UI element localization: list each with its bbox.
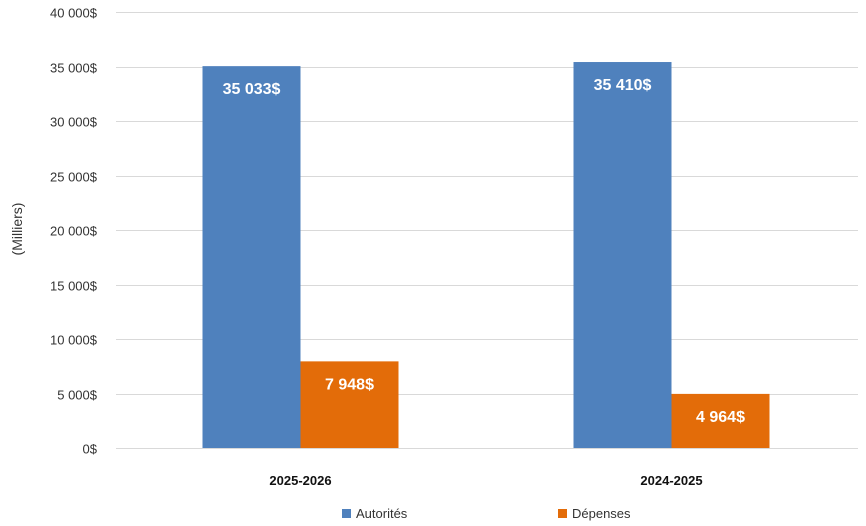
y-tick-label: 25 000$ (50, 170, 98, 185)
y-axis-label: (Milliers) (9, 203, 25, 256)
bars (202, 62, 770, 449)
y-tick-label: 15 000$ (50, 279, 98, 294)
y-tick-label: 35 000$ (50, 61, 98, 76)
x-category-label: 2024-2025 (640, 473, 702, 488)
bar-depenses (300, 361, 399, 448)
bar-value-label: 35 033$ (223, 81, 281, 98)
legend-swatch (558, 509, 567, 518)
y-tick-label: 10 000$ (50, 333, 98, 348)
data-labels: 35 033$ 7 948$ 35 410$ 4 964$ (223, 77, 745, 426)
y-tick-label: 20 000$ (50, 224, 98, 239)
x-category-label: 2025-2026 (269, 473, 331, 488)
bar-value-label: 4 964$ (696, 409, 745, 426)
legend: Autorités Dépenses (342, 506, 631, 521)
bar-depenses (671, 393, 770, 448)
y-axis-ticks: 0$ 5 000$ 10 000$ 15 000$ 20 000$ 25 000$ 30 0… (50, 6, 98, 457)
legend-label: Dépenses (572, 506, 631, 521)
bar-value-label: 35 410$ (594, 77, 652, 94)
y-tick-label: 40 000$ (50, 6, 98, 21)
bar-autorites (202, 66, 301, 449)
legend-label: Autorités (356, 506, 408, 521)
y-tick-label: 0$ (83, 442, 98, 457)
bar-value-label: 7 948$ (325, 376, 374, 393)
x-axis-categories: 2025-2026 2024-2025 (269, 473, 702, 488)
y-tick-label: 30 000$ (50, 115, 98, 130)
legend-swatch (342, 509, 351, 518)
bar-autorites (573, 62, 672, 448)
y-tick-label: 5 000$ (57, 388, 98, 403)
